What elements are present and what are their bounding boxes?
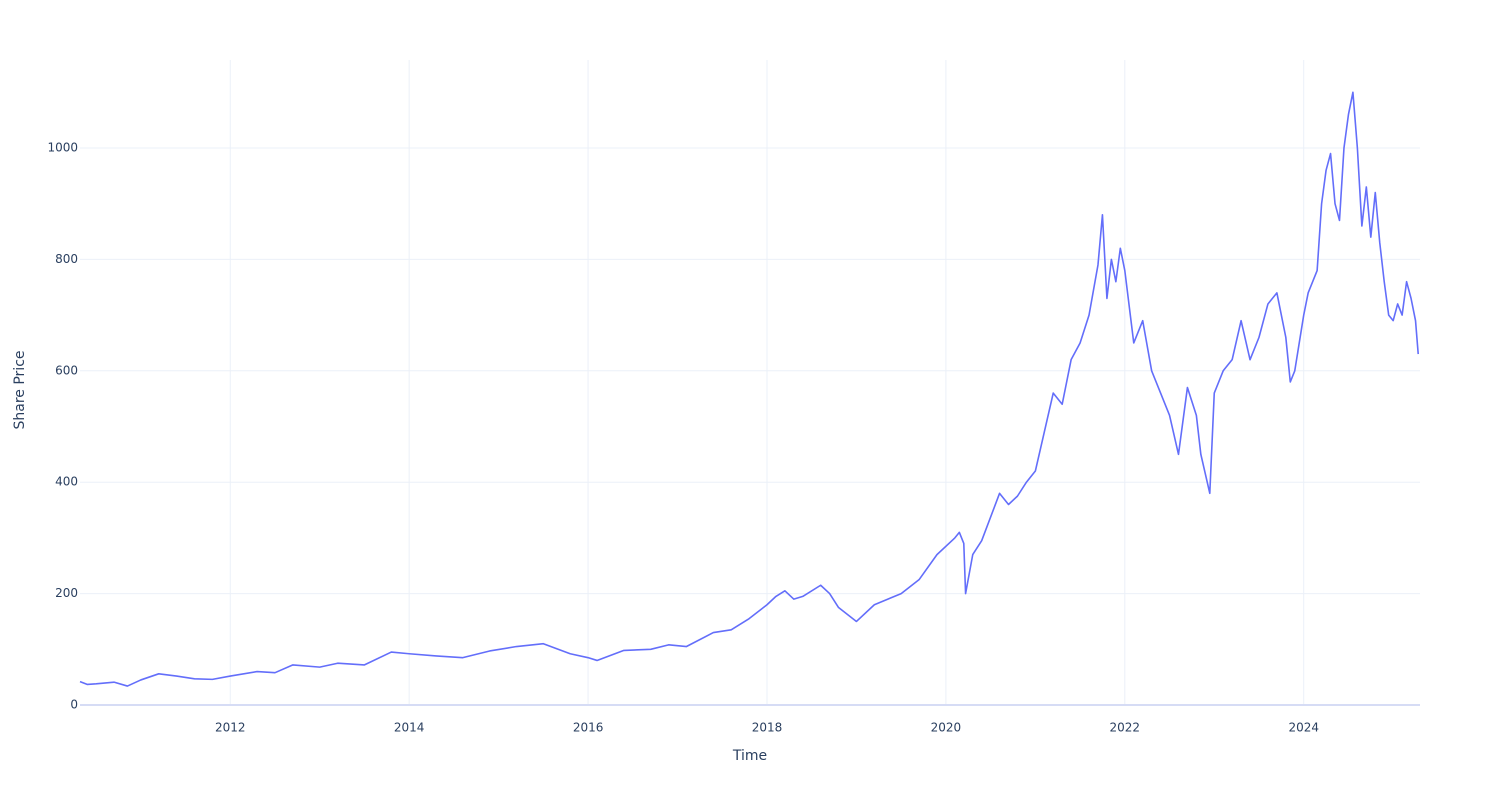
- y-tick-label: 1000: [47, 141, 78, 155]
- y-tick-label: 800: [55, 252, 78, 266]
- x-tick-label: 2020: [931, 721, 962, 735]
- x-tick-label: 2016: [573, 721, 604, 735]
- y-axis-title: Share Price: [12, 350, 28, 429]
- x-tick-label: 2022: [1110, 721, 1141, 735]
- x-tick-label: 2024: [1288, 721, 1319, 735]
- x-axis-title: Time: [732, 748, 767, 764]
- y-tick-label: 200: [55, 586, 78, 600]
- x-tick-label: 2014: [394, 721, 425, 735]
- y-tick-label: 400: [55, 475, 78, 489]
- y-tick-label: 0: [70, 698, 78, 712]
- x-tick-label: 2018: [752, 721, 783, 735]
- x-tick-label: 2012: [215, 721, 246, 735]
- price-line: [79, 91, 1420, 687]
- y-tick-label: 600: [55, 363, 78, 377]
